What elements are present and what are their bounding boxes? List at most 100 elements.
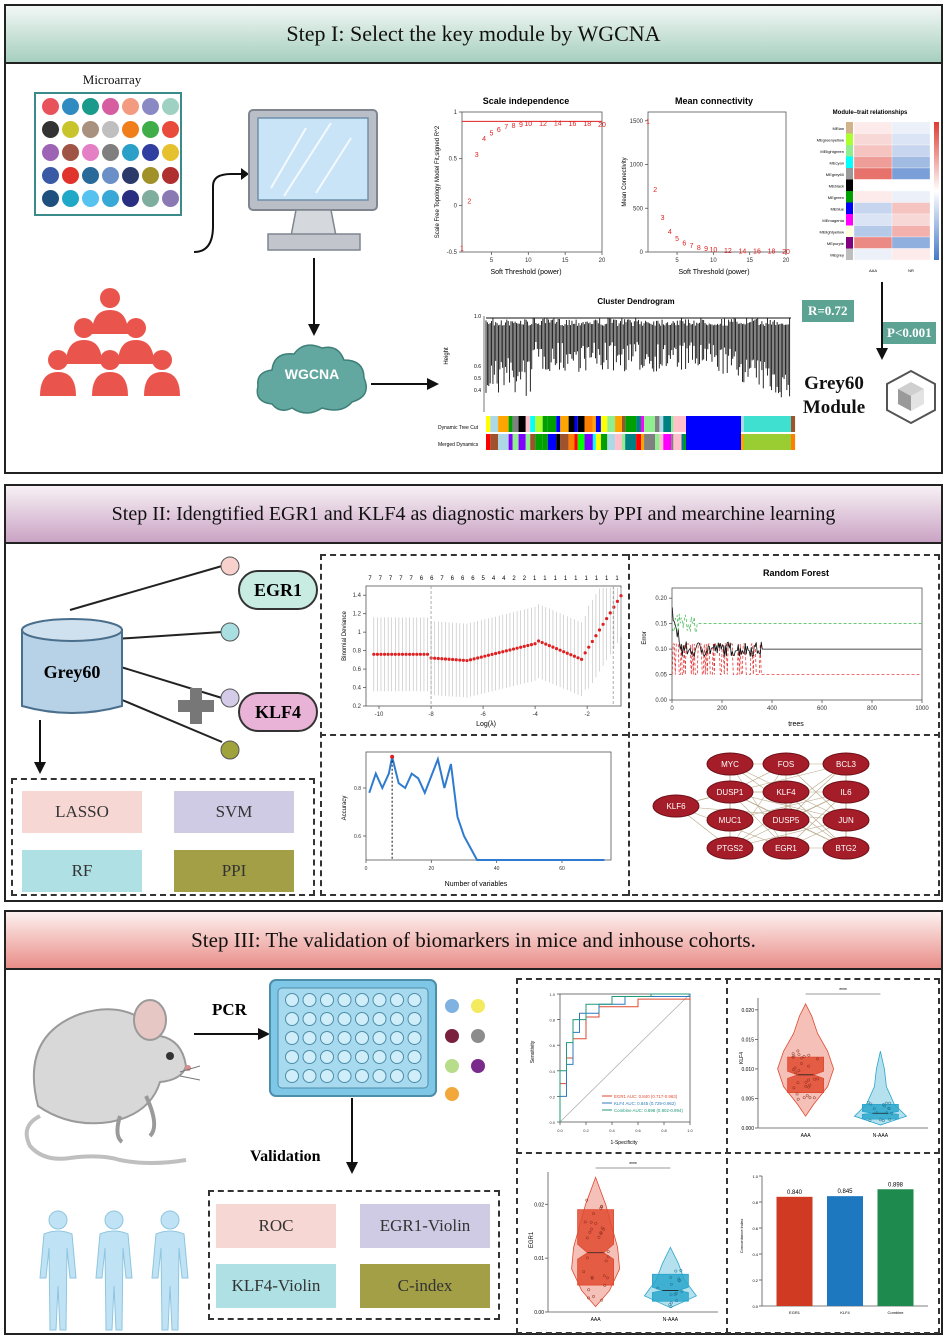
heat-swatch — [846, 191, 853, 203]
y-tick-label: 0.4 — [353, 686, 362, 692]
dendro-color-row2 — [556, 434, 561, 450]
microarray-dot — [42, 167, 59, 184]
plate-well — [407, 993, 422, 1007]
y-tick-label: 1 — [358, 630, 362, 636]
sample-dot — [471, 999, 485, 1013]
lasso-point — [551, 645, 555, 649]
cluster-dendrogram: Cluster Dendrogram Height Dynamic Tree C… — [438, 297, 796, 450]
heat-cell — [891, 236, 931, 249]
violin-point — [800, 1056, 804, 1060]
violin-point — [582, 1270, 586, 1274]
microarray-dot — [62, 121, 79, 138]
lasso-point — [572, 654, 577, 658]
grey60-database-icon — [21, 618, 123, 714]
scale-point: 5 — [490, 131, 494, 138]
human-body — [95, 1230, 133, 1331]
ppi-node-label: BCL3 — [836, 760, 857, 769]
heat-row-label: MEgreen — [828, 195, 844, 200]
violin-point — [599, 1232, 603, 1236]
violin-point — [587, 1296, 590, 1300]
microarray-dot — [62, 190, 79, 207]
heat-swatch — [846, 225, 853, 237]
mean-ylabel: Mean Connectivity — [622, 157, 628, 206]
rf-line-oob — [671, 607, 922, 658]
heat-row-label: MEgreenyellow — [817, 138, 844, 143]
plot-frame — [647, 111, 787, 253]
dendro-color-row2 — [600, 434, 608, 450]
y-tick-label: 1500 — [630, 119, 644, 125]
y-tick-label: 0.020 — [741, 1008, 754, 1014]
heat-swatch — [846, 133, 853, 145]
heat-row-label: MElightyellow — [820, 230, 845, 235]
significance-label: **** — [839, 988, 847, 994]
heat-cell — [891, 144, 931, 157]
ppi-node-label: MYC — [721, 760, 739, 769]
lasso-count: 1 — [595, 576, 599, 582]
cidx-category-label: Combine — [887, 1310, 904, 1315]
heat-cell — [853, 144, 893, 157]
heat-swatch — [846, 202, 853, 214]
x-tick-label: -6 — [480, 712, 486, 718]
dendro-color-row2 — [530, 434, 536, 450]
cidx-category-label: EGR1 — [789, 1310, 801, 1315]
lasso-chart: Binomial Deviance Log(λ) -10 -8 -6 -4 -2 0.2 0… — [342, 576, 623, 728]
violin-point — [585, 1198, 589, 1202]
dendro-color-row2 — [659, 434, 664, 450]
dendro-title: Cluster Dendrogram — [597, 297, 674, 306]
dendro-color-row1 — [659, 416, 664, 432]
scale-point: 4 — [482, 136, 486, 143]
lasso-count: 6 — [420, 576, 424, 582]
violin-point — [799, 1062, 803, 1066]
heat-title: Module–trait relationships — [833, 110, 908, 116]
y-tick-label: 1.0 — [752, 1174, 758, 1179]
microarray-dot — [122, 98, 139, 115]
lasso-count: 2 — [512, 576, 516, 582]
violin-category-label: AAA — [801, 1133, 812, 1139]
heat-cell — [853, 190, 893, 203]
method-roc: ROC — [216, 1204, 336, 1248]
arrow-down-wgcna — [308, 258, 320, 336]
lasso-point — [372, 652, 376, 656]
scale-point: 10 — [524, 121, 532, 128]
plate-well — [407, 1031, 422, 1045]
y-tick-label: 0.000 — [741, 1126, 754, 1132]
plate-well — [285, 1069, 299, 1083]
cube-icon — [886, 369, 936, 425]
heat-cell — [853, 167, 893, 180]
y-tick-label: 0.8 — [752, 1200, 758, 1205]
roc-legend-klf4: KLF4 AUC: 0.845 (0.729-0.962) — [614, 1101, 676, 1106]
y-tick-label: 0.8 — [549, 1018, 555, 1023]
y-tick-label: 0.00 — [655, 698, 667, 704]
dendro-ylabel: Height — [444, 347, 450, 365]
dendro-color-row2 — [577, 434, 585, 450]
y-tick-label: 0.2 — [549, 1094, 555, 1099]
dendro-color-row1 — [655, 416, 660, 432]
violin-point — [868, 1118, 872, 1122]
mean-connectivity-chart: Mean connectivity Mean Connectivity Soft… — [622, 96, 790, 276]
lasso-count: 7 — [368, 576, 372, 582]
microarray-dot — [142, 144, 159, 161]
lasso-point — [590, 639, 594, 644]
heat-cell — [891, 179, 931, 192]
lasso-count: 7 — [399, 576, 403, 582]
heat-row-label: MEgrey60 — [826, 172, 845, 177]
rf-ylabel: Error — [642, 631, 648, 644]
plate-well — [390, 1012, 404, 1026]
person-body — [66, 340, 102, 364]
lasso-point — [615, 599, 620, 604]
lasso-xlabel: Log(λ) — [476, 721, 496, 728]
violin-point — [588, 1230, 592, 1234]
microarray-dot — [102, 190, 119, 207]
lasso-point — [458, 658, 462, 662]
step2-method-box — [11, 778, 315, 896]
person-body — [92, 372, 128, 396]
lasso-point — [565, 651, 569, 655]
person-head — [152, 350, 172, 370]
roc-chart: Sensitivity 1-Specificity 0.0 0.2 0.4 0.6 0.… — [530, 992, 694, 1146]
microarray-dot — [62, 144, 79, 161]
person-head — [100, 350, 120, 370]
dendro-color-row2 — [542, 434, 548, 450]
scale-xlabel: Soft Threshold (power) — [490, 269, 561, 276]
y-tick-label: 0.4 — [549, 1069, 555, 1074]
node-dot — [220, 740, 240, 760]
